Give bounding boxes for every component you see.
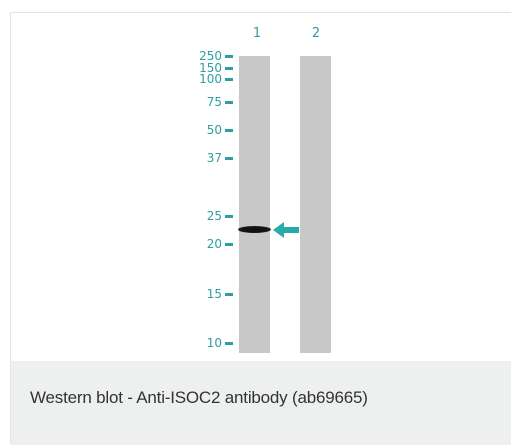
marker-tick-150 <box>225 67 233 70</box>
lane-1 <box>239 56 270 353</box>
marker-label-20: 20 <box>206 237 222 251</box>
marker-tick-15 <box>225 293 233 296</box>
marker-tick-75 <box>225 101 233 104</box>
marker-label-150: 150 <box>199 61 222 75</box>
marker-label-10: 10 <box>206 336 222 350</box>
arrow-left-icon <box>273 222 299 238</box>
lane-label-1: 1 <box>252 26 262 41</box>
western-blot-image: 1 2 250 150 100 75 50 37 25 20 15 10 <box>11 13 511 361</box>
marker-tick-37 <box>225 157 233 160</box>
marker-tick-50 <box>225 129 233 132</box>
marker-label-75: 75 <box>206 95 222 109</box>
marker-label-50: 50 <box>206 123 222 137</box>
protein-band <box>238 226 271 233</box>
marker-label-100: 100 <box>199 72 222 86</box>
marker-tick-25 <box>225 215 233 218</box>
marker-tick-10 <box>225 342 233 345</box>
caption-area: Western blot - Anti-ISOC2 antibody (ab69… <box>11 361 511 445</box>
figure-caption: Western blot - Anti-ISOC2 antibody (ab69… <box>30 388 368 407</box>
marker-tick-250 <box>225 55 233 58</box>
marker-tick-20 <box>225 243 233 246</box>
figure-card: 1 2 250 150 100 75 50 37 25 20 15 10 <box>10 12 511 445</box>
marker-label-37: 37 <box>206 151 222 165</box>
lane-label-2: 2 <box>311 26 321 41</box>
marker-tick-100 <box>225 78 233 81</box>
marker-label-15: 15 <box>206 287 222 301</box>
lane-2 <box>300 56 331 353</box>
marker-label-25: 25 <box>206 209 222 223</box>
marker-label-250: 250 <box>199 49 222 63</box>
